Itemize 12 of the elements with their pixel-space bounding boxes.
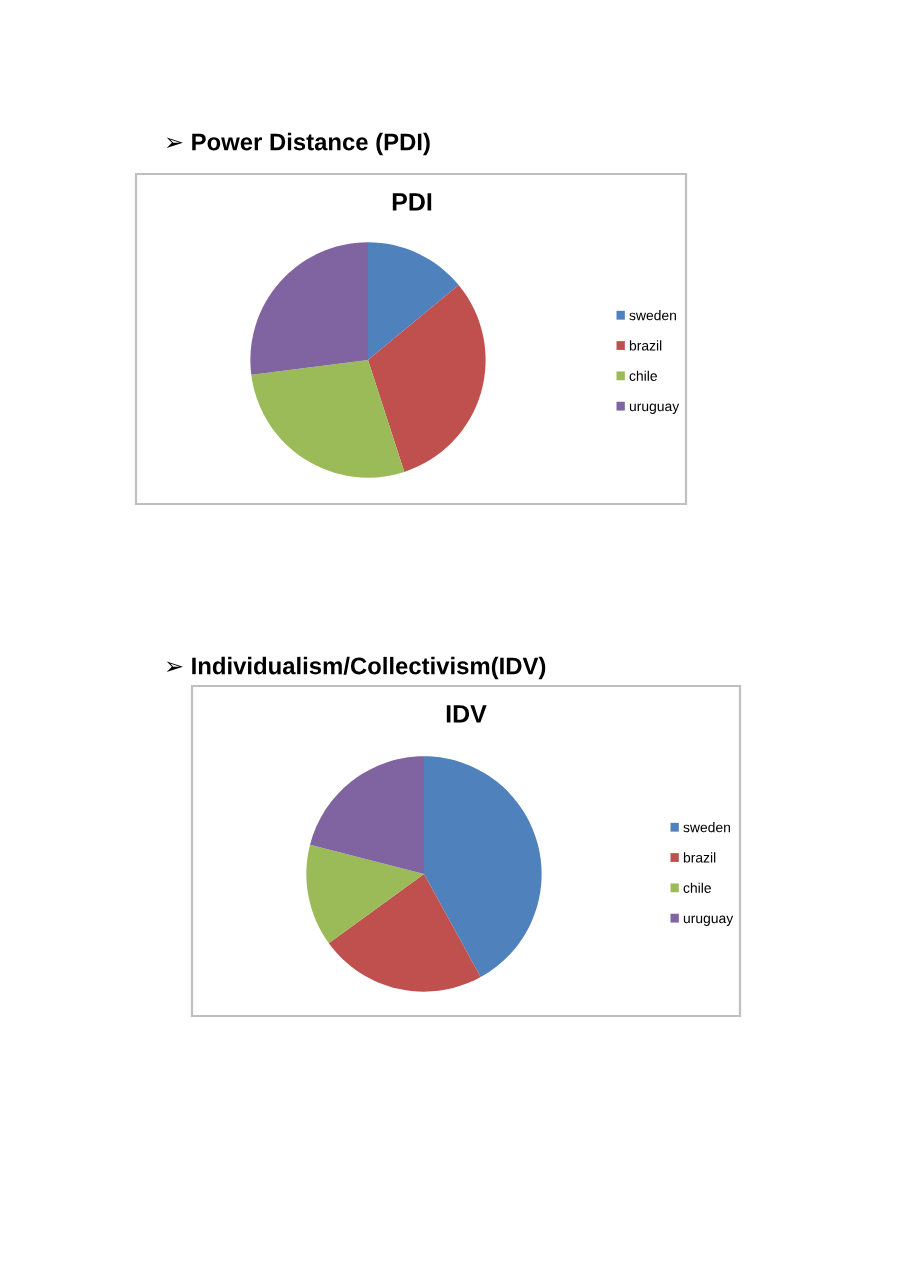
pie-slice [250,242,368,375]
text: ➢ Individualism/Collectivism(IDV) [166,656,546,680]
pie-slice [306,844,424,944]
pie-slice [368,285,486,472]
chart-title: IDV [446,705,487,723]
pie-slice [251,360,405,478]
pie-slice [424,756,542,978]
pie-slice [328,874,481,992]
text: ➢ Power Distance (PDI) [166,132,430,156]
pie-slice [310,756,424,874]
pie-slice [368,242,459,360]
chart-title: PDI [392,193,432,211]
